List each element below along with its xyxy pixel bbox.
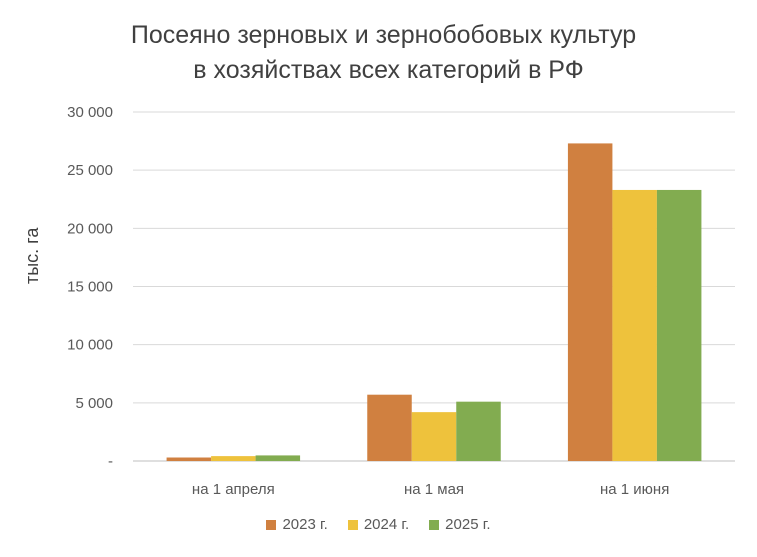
x-tick-label: на 1 мая	[404, 481, 464, 498]
bar-2025г-3	[656, 189, 702, 461]
chart-title-line-2: в хозяйствах всех категорий в РФ	[193, 56, 584, 84]
bar-2024г-1	[211, 456, 256, 461]
legend-label-2024: 2024 г.	[363, 516, 410, 533]
y-tick-label: -	[108, 453, 113, 470]
bar-2025г-1	[255, 455, 301, 461]
legend-item-2025: 2025 г.	[429, 516, 491, 533]
legend: 2023 г. 2024 г. 2025 г.	[0, 516, 757, 533]
y-tick-label: 30 000	[67, 104, 113, 121]
y-tick-label: 25 000	[67, 162, 113, 179]
legend-swatch-2025	[429, 519, 440, 530]
legend-item-2023: 2023 г.	[266, 516, 328, 533]
y-tick-label: 20 000	[67, 220, 113, 237]
legend-label-2023: 2023 г.	[282, 516, 328, 533]
bar-2023г-2	[367, 394, 412, 461]
legend-label-2025: 2025 г.	[445, 516, 491, 533]
x-tick-label: на 1 июня	[600, 481, 669, 498]
bar-2025г-2	[456, 401, 501, 461]
legend-item-2024: 2024 г.	[347, 516, 410, 533]
x-tick-label: на 1 апреля	[192, 481, 275, 498]
y-tick-label: 10 000	[67, 337, 113, 354]
legend-swatch-2023	[266, 519, 277, 530]
chart-title-line-1: Посеяно зерновых и зернобобовых культур	[130, 21, 637, 49]
y-tick-label: 15 000	[67, 279, 113, 296]
bar-2023г-1	[166, 457, 212, 461]
bar-2023г-3	[567, 143, 613, 461]
legend-swatch-2024	[347, 519, 358, 530]
bar-2024г-3	[612, 189, 657, 461]
y-tick-label: 5 000	[75, 395, 113, 412]
bar-2024г-2	[411, 412, 457, 461]
